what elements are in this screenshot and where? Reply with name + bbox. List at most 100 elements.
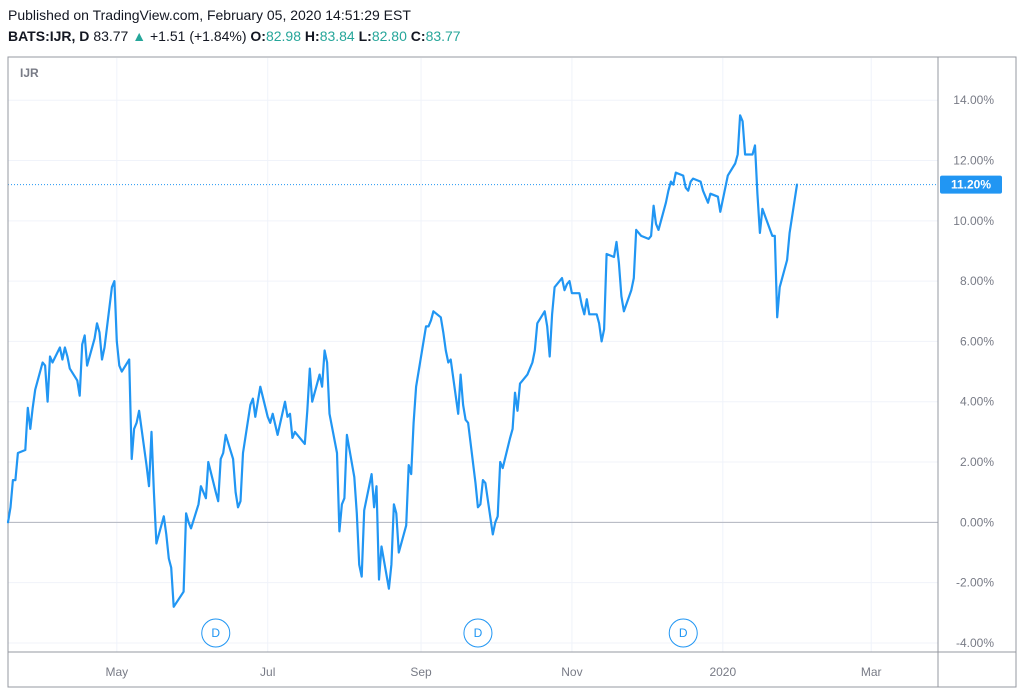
data-point [630,289,632,291]
data-point [81,343,83,345]
data-point [442,331,444,333]
data-point [249,404,251,406]
data-point [390,564,392,566]
data-point [17,452,19,454]
data-point [66,355,68,357]
data-point [519,383,521,385]
y-tick-label: 10.00% [953,214,994,228]
change-arrow-icon: ▲ [132,28,147,44]
data-point [445,349,447,351]
data-point [111,286,113,288]
data-point [598,322,600,324]
data-point [754,144,756,146]
data-point [395,512,397,514]
data-point [494,521,496,523]
data-point [561,277,563,279]
data-point [571,292,573,294]
data-point [509,437,511,439]
high-value: 83.84 [319,28,355,44]
data-point [291,437,293,439]
close-label: C: [410,28,426,44]
data-point [76,380,78,382]
data-point [306,410,308,412]
data-point [499,461,501,463]
last-value-badge: 11.20% [940,175,1002,194]
data-point [581,304,583,306]
data-point [734,162,736,164]
data-point [96,322,98,324]
data-point [133,428,135,430]
x-tick-label: 2020 [709,665,736,679]
data-point [64,346,66,348]
x-tick-label: May [105,665,128,679]
data-point [197,503,199,505]
x-tick-label: Sep [410,665,432,679]
data-point [484,482,486,484]
data-point [648,238,650,240]
data-point [529,368,531,370]
y-tick-label: 8.00% [960,274,994,288]
data-point [44,365,46,367]
data-point [672,184,674,186]
y-tick-label: 14.00% [953,93,994,107]
x-tick-label: Mar [861,665,882,679]
data-point [69,368,71,370]
data-point [284,401,286,403]
grid-lines [8,58,938,652]
data-point [138,410,140,412]
data-point [774,235,776,237]
data-point [61,358,63,360]
data-point [113,280,115,282]
data-point [328,413,330,415]
data-point [294,431,296,433]
data-point [398,551,400,553]
data-point [563,289,565,291]
data-point [776,316,778,318]
data-point [311,401,313,403]
data-point [47,401,49,403]
dividend-marker-label: D [679,626,688,640]
data-point [667,190,669,192]
data-point [324,349,326,351]
data-point [321,386,323,388]
data-point [336,452,338,454]
data-point [606,253,608,255]
data-point [474,482,476,484]
data-point [408,464,410,466]
data-point [440,316,442,318]
data-point [94,337,96,339]
data-point [756,193,758,195]
y-tick-label: 2.00% [960,455,994,469]
series-line[interactable] [6,114,799,608]
data-point [267,416,269,418]
data-point [462,404,464,406]
data-point [239,500,241,502]
data-point [121,371,123,373]
data-point [759,232,761,234]
dividend-marker-icon [668,618,698,648]
data-point [86,365,88,367]
data-point [215,491,217,493]
data-point [709,193,711,195]
data-point [304,443,306,445]
data-point [9,506,11,508]
data-point [430,319,432,321]
data-point [623,310,625,312]
data-point [14,479,16,481]
data-point [685,187,687,189]
data-point [190,527,192,529]
data-point [546,325,548,327]
data-point [356,512,358,514]
data-point [289,413,291,415]
last-price: 83.77 [93,28,129,44]
data-point [225,434,227,436]
data-point [457,413,459,415]
data-point [380,545,382,547]
data-point [544,310,546,312]
close-value: 83.77 [425,28,461,44]
y-tick-label: 4.00% [960,395,994,409]
high-label: H: [304,28,320,44]
